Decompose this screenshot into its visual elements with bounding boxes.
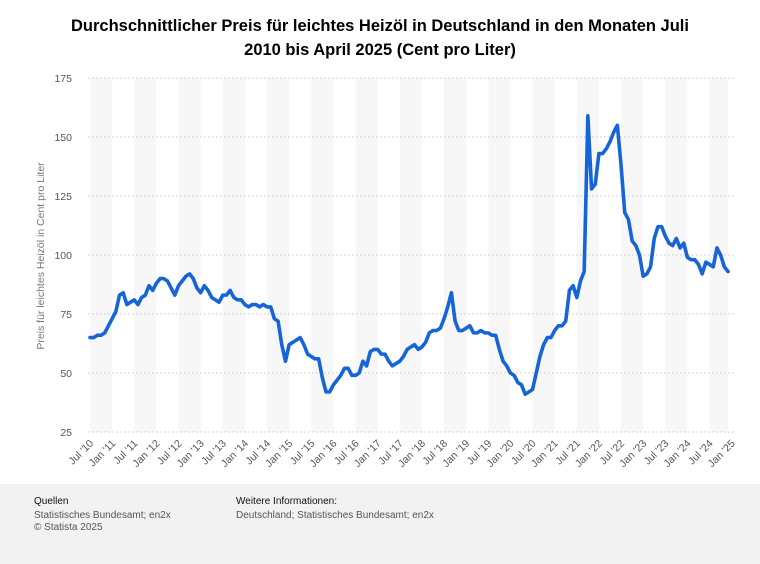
band-4	[178, 78, 201, 432]
y-tick-label-150: 150	[54, 132, 72, 144]
band-14	[399, 78, 422, 432]
sources-block: Quellen Statistisches Bundesamt; en2x © …	[34, 496, 171, 534]
band-10	[311, 78, 334, 432]
y-axis-ticks: 175 150 125 100 75 50 25	[54, 73, 72, 439]
info-block: Weitere Informationen: Deutschland; Stat…	[236, 496, 434, 522]
info-heading: Weitere Informationen:	[236, 496, 337, 507]
sources-line-1: Statistisches Bundesamt; en2x	[34, 510, 171, 521]
info-line-1: Deutschland; Statistisches Bundesamt; en…	[236, 510, 434, 521]
band-16	[444, 78, 467, 432]
chart-title-line-1: Durchschnittlicher Preis für leichtes He…	[71, 17, 689, 35]
sources-heading: Quellen	[34, 496, 69, 507]
y-tick-label-175: 175	[54, 73, 72, 85]
sources-line-2: © Statista 2025	[34, 522, 103, 533]
y-tick-label-125: 125	[54, 191, 72, 203]
y-tick-label-100: 100	[54, 250, 72, 262]
y-axis-label: Preis für leichtes Heizöl in Cent pro Li…	[35, 162, 47, 350]
series-line	[88, 113, 730, 397]
chart-title: Durchschnittlicher Preis für leichtes He…	[40, 14, 720, 62]
band-18	[488, 78, 511, 432]
band-12	[355, 78, 378, 432]
y-tick-label-25: 25	[60, 427, 72, 439]
series-group	[88, 113, 730, 397]
y-tick-label-75: 75	[60, 309, 72, 321]
band-8	[267, 78, 290, 432]
footer: Quellen Statistisches Bundesamt; en2x © …	[0, 484, 760, 564]
band-22	[576, 78, 599, 432]
band-6	[222, 78, 245, 432]
y-tick-label-50: 50	[60, 368, 72, 380]
band-20	[532, 78, 555, 432]
background-bands	[90, 78, 728, 432]
chart-title-line-2: 2010 bis April 2025 (Cent pro Liter)	[244, 41, 516, 59]
